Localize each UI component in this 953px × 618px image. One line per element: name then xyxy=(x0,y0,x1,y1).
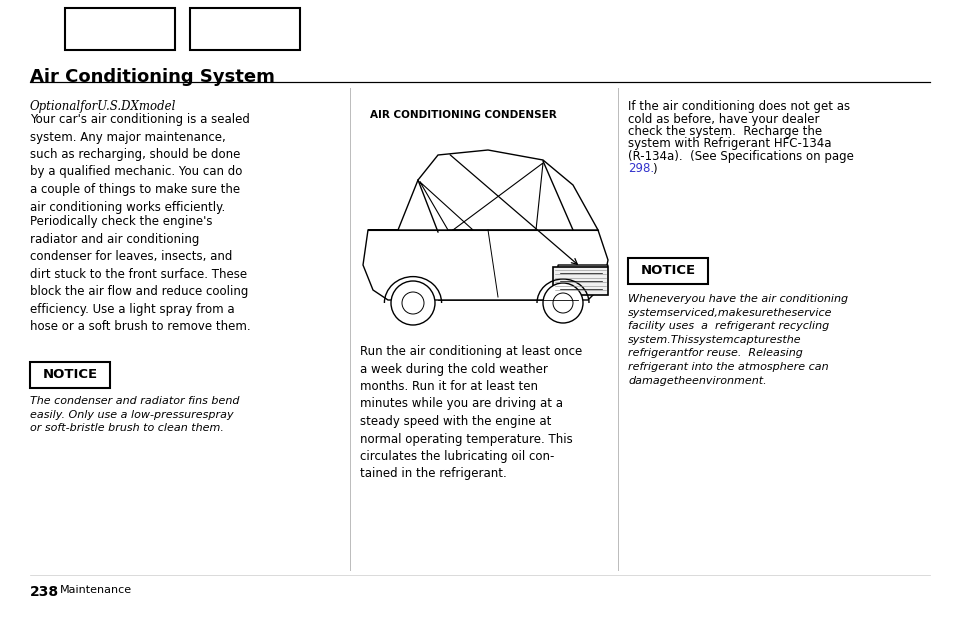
Text: Wheneveryou have the air conditioning
systemserviced,makesuretheservice
facility: Wheneveryou have the air conditioning sy… xyxy=(627,294,847,386)
Polygon shape xyxy=(363,230,607,300)
Circle shape xyxy=(391,281,435,325)
Text: The condenser and radiator fins bend
easily. Only use a low-pressurespray
or sof: The condenser and radiator fins bend eas… xyxy=(30,396,239,433)
Text: (R-134a).  (See Specifications on page: (R-134a). (See Specifications on page xyxy=(627,150,853,163)
Text: check the system.  Recharge the: check the system. Recharge the xyxy=(627,125,821,138)
Bar xyxy=(627,258,707,284)
Text: Maintenance: Maintenance xyxy=(60,585,132,595)
Text: NOTICE: NOTICE xyxy=(42,368,97,381)
Text: NOTICE: NOTICE xyxy=(639,265,695,277)
Bar xyxy=(190,8,299,50)
Text: cold as before, have your dealer: cold as before, have your dealer xyxy=(627,112,819,125)
Polygon shape xyxy=(368,150,598,230)
Text: 298.: 298. xyxy=(627,163,654,176)
Text: system with Refrigerant HFC-134a: system with Refrigerant HFC-134a xyxy=(627,137,831,151)
Bar xyxy=(553,267,607,295)
Text: AIR CONDITIONING CONDENSER: AIR CONDITIONING CONDENSER xyxy=(370,110,557,120)
Text: Your car's air conditioning is a sealed
system. Any major maintenance,
such as r: Your car's air conditioning is a sealed … xyxy=(30,113,250,213)
Text: ): ) xyxy=(651,163,656,176)
Text: If the air conditioning does not get as: If the air conditioning does not get as xyxy=(627,100,849,113)
Text: Run the air conditioning at least once
a week during the cold weather
months. Ru: Run the air conditioning at least once a… xyxy=(359,345,581,481)
Circle shape xyxy=(553,293,573,313)
Bar xyxy=(65,8,174,50)
Circle shape xyxy=(401,292,423,314)
Bar xyxy=(30,362,110,388)
Polygon shape xyxy=(558,265,607,293)
Text: 238: 238 xyxy=(30,585,59,599)
Text: OptionalforU.S.DXmodel: OptionalforU.S.DXmodel xyxy=(30,100,176,113)
Text: Air Conditioning System: Air Conditioning System xyxy=(30,68,274,86)
Text: Periodically check the engine's
radiator and air conditioning
condenser for leav: Periodically check the engine's radiator… xyxy=(30,215,251,333)
Circle shape xyxy=(542,283,582,323)
